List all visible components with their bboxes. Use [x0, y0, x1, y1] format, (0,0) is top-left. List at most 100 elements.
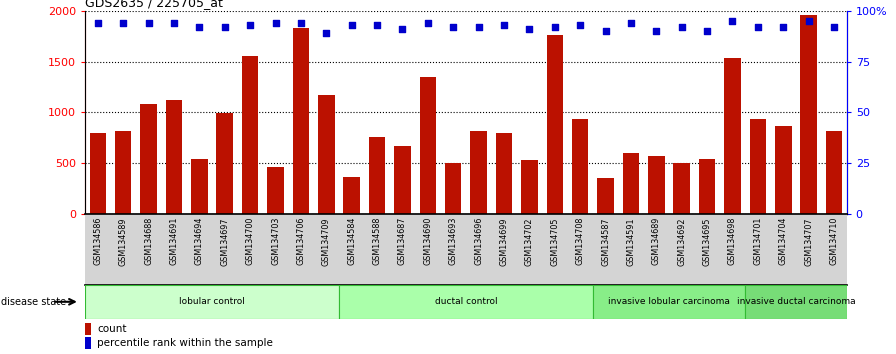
Text: GSM134703: GSM134703	[271, 217, 280, 266]
Text: invasive ductal carcinoma: invasive ductal carcinoma	[737, 297, 856, 306]
Point	[675, 24, 689, 30]
Text: GSM134705: GSM134705	[550, 217, 559, 266]
Point	[446, 24, 461, 30]
Text: GSM134700: GSM134700	[246, 217, 254, 266]
Point	[142, 20, 156, 25]
Bar	[724, 58, 741, 214]
Text: invasive lobular carcinoma: invasive lobular carcinoma	[608, 297, 730, 306]
Text: GSM134591: GSM134591	[626, 217, 635, 266]
Text: GSM134697: GSM134697	[220, 217, 229, 266]
Text: GSM134696: GSM134696	[474, 217, 483, 266]
Point	[243, 22, 257, 28]
Bar	[598, 178, 614, 214]
Point	[624, 20, 638, 25]
Point	[420, 20, 435, 25]
FancyBboxPatch shape	[339, 285, 593, 319]
Bar	[90, 133, 106, 214]
Point	[344, 22, 358, 28]
Point	[573, 22, 588, 28]
Text: GSM134693: GSM134693	[449, 217, 458, 266]
Text: GSM134687: GSM134687	[398, 217, 407, 266]
Text: GSM134698: GSM134698	[728, 217, 737, 266]
Text: GSM134710: GSM134710	[830, 217, 839, 266]
Text: GSM134701: GSM134701	[754, 217, 762, 266]
Bar	[623, 153, 639, 214]
Bar	[293, 28, 309, 214]
Point	[319, 30, 333, 36]
Bar	[343, 177, 360, 214]
Point	[116, 20, 131, 25]
Point	[700, 28, 714, 34]
Bar	[141, 104, 157, 214]
Point	[471, 24, 486, 30]
Text: GSM134709: GSM134709	[322, 217, 331, 266]
Point	[395, 26, 409, 32]
FancyBboxPatch shape	[85, 285, 339, 319]
Point	[649, 28, 663, 34]
Text: GDS2635 / 225705_at: GDS2635 / 225705_at	[85, 0, 223, 10]
Text: GSM134688: GSM134688	[144, 217, 153, 265]
Point	[599, 28, 613, 34]
Bar	[394, 146, 410, 214]
Point	[547, 24, 562, 30]
Text: GSM134707: GSM134707	[804, 217, 814, 266]
Text: count: count	[97, 324, 126, 334]
Bar	[115, 131, 132, 214]
Text: GSM134587: GSM134587	[601, 217, 610, 266]
Text: GSM134586: GSM134586	[93, 217, 102, 266]
Bar	[750, 119, 766, 214]
Bar	[217, 113, 233, 214]
Text: GSM134589: GSM134589	[118, 217, 128, 266]
Text: GSM134691: GSM134691	[169, 217, 178, 266]
Point	[522, 26, 537, 32]
Bar	[826, 131, 842, 214]
Bar	[85, 323, 91, 335]
Text: disease state: disease state	[1, 297, 66, 307]
Text: GSM134689: GSM134689	[651, 217, 661, 266]
Text: GSM134706: GSM134706	[297, 217, 306, 266]
Bar	[369, 137, 385, 214]
Bar	[419, 77, 436, 214]
Bar	[572, 119, 589, 214]
Point	[802, 18, 816, 24]
Text: GSM134694: GSM134694	[194, 217, 204, 266]
Point	[496, 22, 511, 28]
Point	[269, 20, 283, 25]
Bar	[318, 95, 334, 214]
Bar	[775, 126, 791, 214]
FancyBboxPatch shape	[745, 285, 847, 319]
Bar	[242, 56, 258, 214]
Text: GSM134692: GSM134692	[677, 217, 686, 266]
Text: lobular control: lobular control	[179, 297, 245, 306]
Text: GSM134584: GSM134584	[347, 217, 357, 266]
FancyBboxPatch shape	[593, 285, 745, 319]
Text: GSM134708: GSM134708	[575, 217, 585, 266]
Point	[751, 24, 765, 30]
Bar	[445, 163, 461, 214]
Text: GSM134704: GSM134704	[779, 217, 788, 266]
Point	[218, 24, 232, 30]
Text: GSM134702: GSM134702	[525, 217, 534, 266]
Bar	[191, 159, 208, 214]
Bar	[470, 131, 487, 214]
Text: GSM134699: GSM134699	[499, 217, 509, 266]
Point	[294, 20, 308, 25]
Bar	[699, 159, 715, 214]
Point	[90, 20, 105, 25]
Bar	[648, 156, 665, 214]
Text: ductal control: ductal control	[435, 297, 497, 306]
Text: GSM134690: GSM134690	[423, 217, 433, 266]
Text: GSM134695: GSM134695	[702, 217, 711, 266]
Bar	[547, 35, 563, 214]
Point	[776, 24, 790, 30]
Bar	[495, 133, 513, 214]
Point	[726, 18, 740, 24]
Text: percentile rank within the sample: percentile rank within the sample	[97, 338, 273, 348]
Point	[827, 24, 841, 30]
Bar	[674, 163, 690, 214]
Point	[370, 22, 384, 28]
Bar	[521, 160, 538, 214]
Bar	[166, 100, 182, 214]
Bar	[267, 167, 284, 214]
Bar	[85, 337, 91, 349]
